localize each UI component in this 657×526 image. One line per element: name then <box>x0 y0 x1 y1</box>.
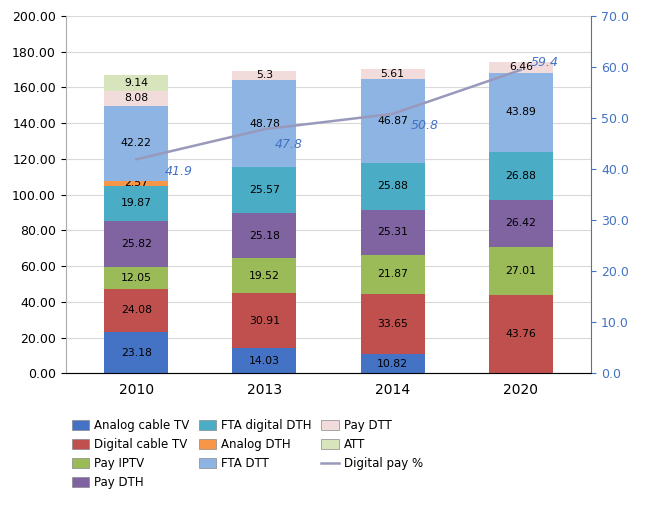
Bar <box>361 163 424 209</box>
Bar <box>361 255 424 294</box>
Legend: Analog cable TV, Digital cable TV, Pay IPTV, Pay DTH, FTA digital DTH, Analog DT: Analog cable TV, Digital cable TV, Pay I… <box>72 419 422 489</box>
Text: 50.8: 50.8 <box>411 119 438 132</box>
Text: 8.08: 8.08 <box>124 93 148 103</box>
Text: 26.42: 26.42 <box>505 218 536 228</box>
Text: 10.82: 10.82 <box>377 359 408 369</box>
Bar <box>233 80 296 167</box>
Text: 26.88: 26.88 <box>505 170 536 180</box>
Bar <box>104 267 168 289</box>
Text: 23.18: 23.18 <box>121 348 152 358</box>
Bar <box>489 200 553 247</box>
Text: 43.89: 43.89 <box>505 107 536 117</box>
Bar <box>361 79 424 163</box>
Text: 2.57: 2.57 <box>124 178 148 188</box>
Text: 25.88: 25.88 <box>377 181 408 191</box>
Bar <box>104 91 168 106</box>
Text: 19.52: 19.52 <box>249 271 280 281</box>
Bar <box>489 73 553 151</box>
Bar <box>104 221 168 267</box>
Bar <box>361 69 424 79</box>
Text: 25.18: 25.18 <box>249 231 280 241</box>
Text: 5.3: 5.3 <box>256 70 273 80</box>
Bar <box>361 294 424 354</box>
Text: 14.03: 14.03 <box>249 356 280 366</box>
Bar <box>489 151 553 200</box>
Bar <box>233 258 296 293</box>
Bar <box>233 167 296 213</box>
Bar <box>489 62 553 73</box>
Text: 25.31: 25.31 <box>377 227 408 237</box>
Text: 30.91: 30.91 <box>249 316 280 326</box>
Text: 48.78: 48.78 <box>249 119 280 129</box>
Bar <box>104 289 168 332</box>
Bar <box>104 186 168 221</box>
Text: 21.87: 21.87 <box>377 269 408 279</box>
Text: 5.61: 5.61 <box>380 69 405 79</box>
Bar <box>104 106 168 181</box>
Bar <box>361 354 424 373</box>
Bar <box>361 209 424 255</box>
Text: 25.57: 25.57 <box>249 185 280 195</box>
Bar <box>104 181 168 186</box>
Text: 9.14: 9.14 <box>124 78 148 88</box>
Text: 46.87: 46.87 <box>377 116 408 126</box>
Text: 42.22: 42.22 <box>121 138 152 148</box>
Text: 43.76: 43.76 <box>505 329 536 339</box>
Bar <box>104 332 168 373</box>
Bar <box>104 75 168 91</box>
Text: 19.87: 19.87 <box>121 198 152 208</box>
Bar <box>233 70 296 80</box>
Bar <box>489 295 553 373</box>
Text: 25.82: 25.82 <box>121 239 152 249</box>
Bar <box>233 348 296 373</box>
Text: 12.05: 12.05 <box>121 273 152 283</box>
Text: 33.65: 33.65 <box>377 319 408 329</box>
Bar <box>233 213 296 258</box>
Text: 47.8: 47.8 <box>275 138 303 151</box>
Text: 6.46: 6.46 <box>509 62 533 72</box>
Text: 41.9: 41.9 <box>164 165 193 178</box>
Bar <box>489 247 553 295</box>
Text: 24.08: 24.08 <box>121 306 152 316</box>
Text: 59.4: 59.4 <box>531 56 559 69</box>
Text: 27.01: 27.01 <box>505 266 536 276</box>
Bar <box>233 293 296 348</box>
